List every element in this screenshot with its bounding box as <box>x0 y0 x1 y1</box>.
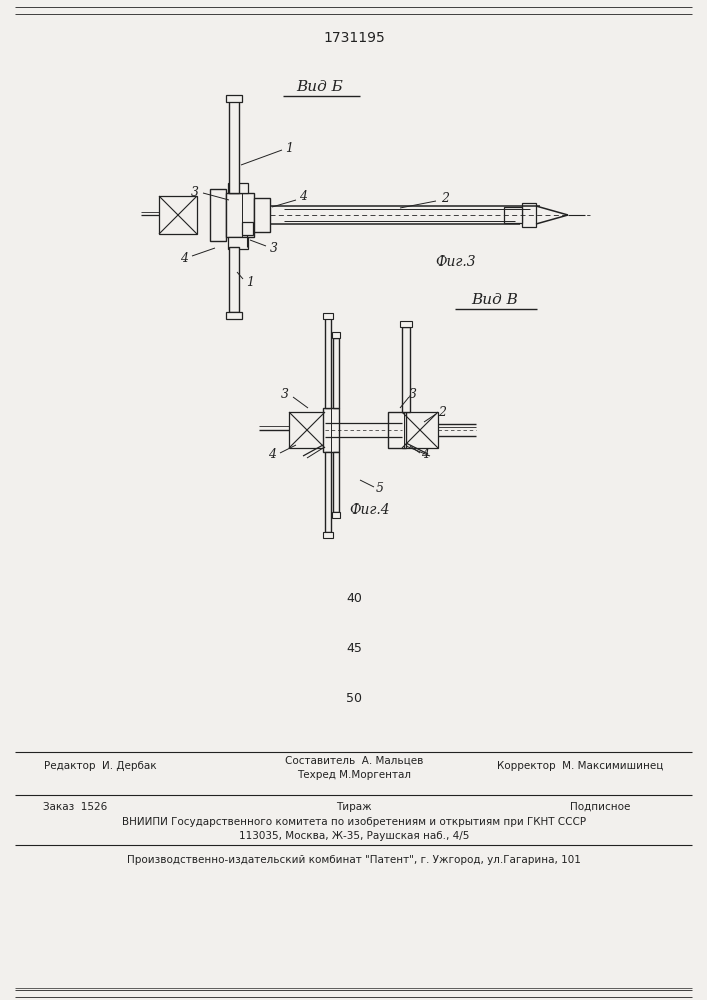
Bar <box>522 203 536 227</box>
Bar <box>400 321 412 327</box>
Bar <box>332 332 340 338</box>
Text: Редактор  И. Дербак: Редактор И. Дербак <box>44 761 156 771</box>
Bar <box>332 512 340 518</box>
Text: 113035, Москва, Ж-35, Раушская наб., 4/5: 113035, Москва, Ж-35, Раушская наб., 4/5 <box>239 831 469 841</box>
Text: 4: 4 <box>268 448 276 462</box>
Bar <box>402 327 410 412</box>
Bar <box>228 237 248 249</box>
Text: 4: 4 <box>180 251 188 264</box>
Bar <box>254 198 270 232</box>
Bar <box>323 408 339 452</box>
Text: Корректор  М. Максимишинец: Корректор М. Максимишинец <box>497 761 663 771</box>
Text: Заказ  1526: Заказ 1526 <box>43 802 107 812</box>
Bar <box>402 412 438 448</box>
Text: Производственно-издательский комбинат "Патент", г. Ужгород, ул.Гагарина, 101: Производственно-издательский комбинат "П… <box>127 855 581 865</box>
Text: Фиг.4: Фиг.4 <box>350 503 390 517</box>
Bar <box>325 318 331 408</box>
Text: 45: 45 <box>346 642 362 654</box>
Bar <box>504 207 522 223</box>
Text: 4: 4 <box>299 190 307 202</box>
Text: ВНИИПИ Государственного комитета по изобретениям и открытиям при ГКНТ СССР: ВНИИПИ Государственного комитета по изоб… <box>122 817 586 827</box>
Text: 3: 3 <box>270 242 278 255</box>
Text: Подписное: Подписное <box>570 802 630 812</box>
Text: 2: 2 <box>438 406 446 418</box>
Bar <box>228 183 248 193</box>
Bar <box>333 338 339 408</box>
Text: Фиг.3: Фиг.3 <box>436 255 477 269</box>
Bar <box>242 222 253 235</box>
Bar <box>323 532 333 538</box>
Bar <box>159 196 197 234</box>
Text: Вид В: Вид В <box>472 293 518 307</box>
Text: 1: 1 <box>285 141 293 154</box>
Bar <box>325 452 331 532</box>
Text: 1: 1 <box>246 275 254 288</box>
Text: 5: 5 <box>376 482 384 494</box>
Text: Составитель  А. Мальцев: Составитель А. Мальцев <box>285 756 423 766</box>
Text: 3: 3 <box>191 186 199 200</box>
Bar <box>226 312 242 319</box>
Text: 2: 2 <box>441 192 449 205</box>
Text: Тираж: Тираж <box>337 802 372 812</box>
Bar <box>323 313 333 319</box>
Text: 40: 40 <box>346 591 362 604</box>
Bar <box>333 452 339 512</box>
Bar <box>388 412 406 448</box>
Bar <box>229 100 239 193</box>
Text: Техред М.Моргентал: Техред М.Моргентал <box>297 770 411 780</box>
Text: 50: 50 <box>346 692 362 704</box>
Text: 3: 3 <box>281 388 289 401</box>
Bar <box>226 193 254 237</box>
Bar <box>229 247 239 312</box>
Text: Вид Б: Вид Б <box>296 80 344 94</box>
Text: 3: 3 <box>409 388 417 401</box>
Text: 1731195: 1731195 <box>323 31 385 45</box>
Bar <box>210 189 226 241</box>
Bar <box>289 412 325 448</box>
Bar <box>226 95 242 102</box>
Text: 4: 4 <box>421 448 429 462</box>
